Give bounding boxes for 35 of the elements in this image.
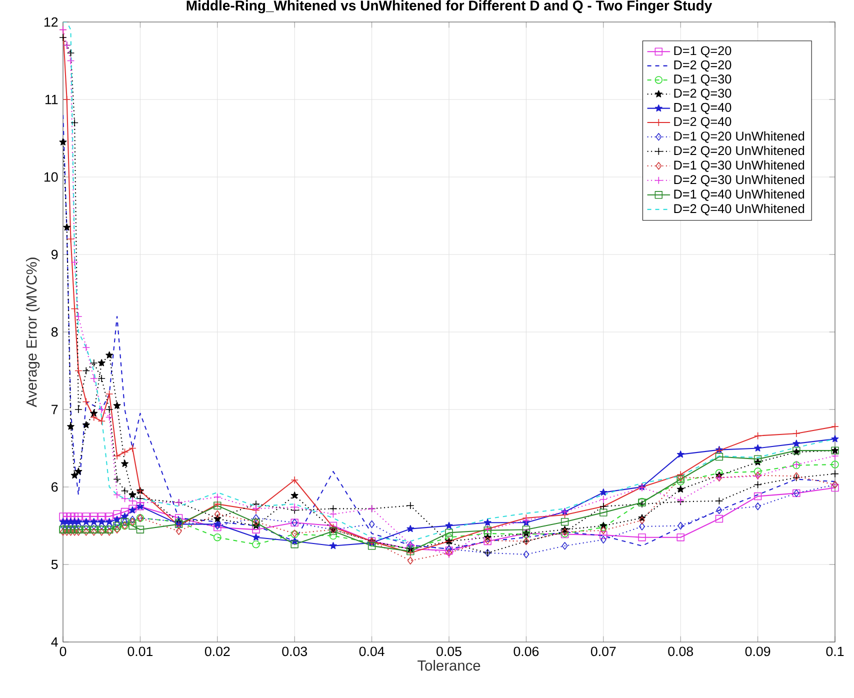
x-tick-label: 0.09	[745, 646, 770, 656]
y-tick-label: 11	[45, 94, 58, 104]
x-tick-label: 0.04	[359, 646, 384, 656]
x-tick-label: 0	[60, 646, 66, 656]
x-tick-label: 0.08	[668, 646, 693, 656]
y-tick-label: 5	[51, 560, 58, 570]
legend-label: D=1 Q=40 UnWhitened	[674, 189, 804, 201]
y-tick-label: 7	[52, 404, 58, 414]
x-tick-label: 0.1	[826, 646, 844, 656]
x-tick-label: 0.02	[204, 646, 230, 656]
y-tick-label: 12	[44, 17, 58, 27]
y-tick-label: 9	[52, 250, 58, 260]
legend-label: D=2 Q=30 UnWhitened	[674, 174, 804, 186]
x-tick-label: 0.06	[514, 646, 539, 656]
x-tick-label: 0.01	[128, 646, 153, 656]
legend-label: D=1 Q=30	[674, 74, 732, 86]
chart-title: Middle-Ring_Whitened vs UnWhitened for Different D and Q - Two Finger Study	[186, 0, 712, 14]
y-tick-label: 4	[51, 637, 58, 647]
x-tick-label: 0.03	[282, 646, 307, 656]
y-axis-title: Average Error (MVC%)	[26, 258, 40, 408]
legend-label: D=2 Q=20	[674, 60, 732, 72]
legend-label: D=2 Q=40	[674, 117, 732, 128]
legend-label: D=2 Q=30	[674, 88, 732, 100]
y-tick-label: 8	[51, 327, 58, 337]
y-tick-label: 10	[44, 172, 58, 182]
legend-label: D=1 Q=20	[674, 46, 732, 58]
y-tick-label: 6	[52, 482, 58, 492]
legend-label: D=1 Q=20 UnWhitened	[674, 131, 804, 143]
legend-label: D=2 Q=20 UnWhitened	[674, 146, 804, 158]
x-tick-label: 0.07	[590, 646, 616, 656]
legend-label: D=1 Q=40	[674, 102, 732, 114]
legend-label: D=2 Q=40 UnWhitened	[674, 204, 804, 216]
x-axis-title: Tolerance	[418, 660, 480, 671]
x-tick-label: 0.05	[436, 646, 462, 656]
legend-label: D=1 Q=30 UnWhitened	[674, 160, 804, 172]
